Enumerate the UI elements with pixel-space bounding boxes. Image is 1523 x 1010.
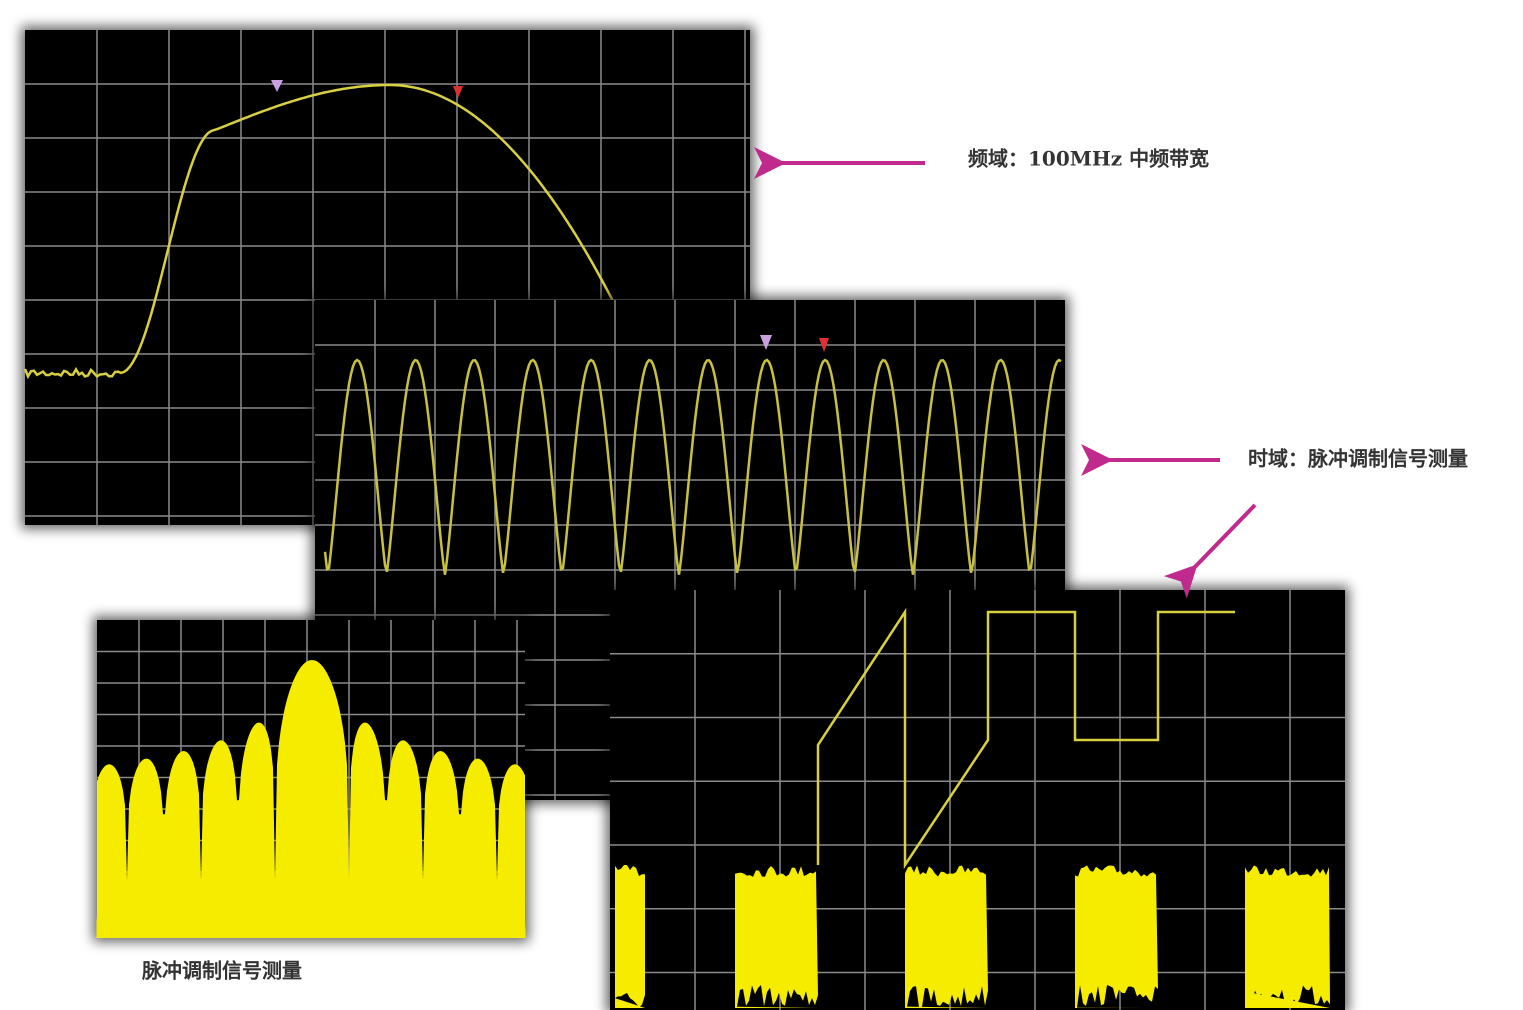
noise-floor (96, 878, 526, 938)
pulse-burst (905, 865, 988, 1008)
pulse-burst (615, 865, 645, 1008)
screen (606, 586, 1349, 1010)
arrows (754, 147, 1257, 599)
pulse-burst (1245, 865, 1330, 1008)
envelope-trace (816, 607, 1235, 870)
marker (453, 86, 463, 98)
trace (323, 358, 1062, 575)
screen (93, 616, 529, 942)
spectrum-fill (97, 660, 525, 938)
frequency-domain-label: 频域：100MHz 中频带宽 (968, 147, 1209, 171)
arrow (1163, 503, 1257, 599)
pulse-burst (1075, 865, 1158, 1008)
marker (819, 338, 829, 352)
instrument-screens (21, 26, 1349, 1010)
pulse-spectrum-label: 脉冲调制信号测量 (141, 959, 302, 983)
marker (760, 335, 772, 350)
time-domain-label: 时域：脉冲调制信号测量 (1248, 447, 1468, 471)
pulse-burst (735, 866, 818, 1008)
marker (271, 80, 283, 92)
